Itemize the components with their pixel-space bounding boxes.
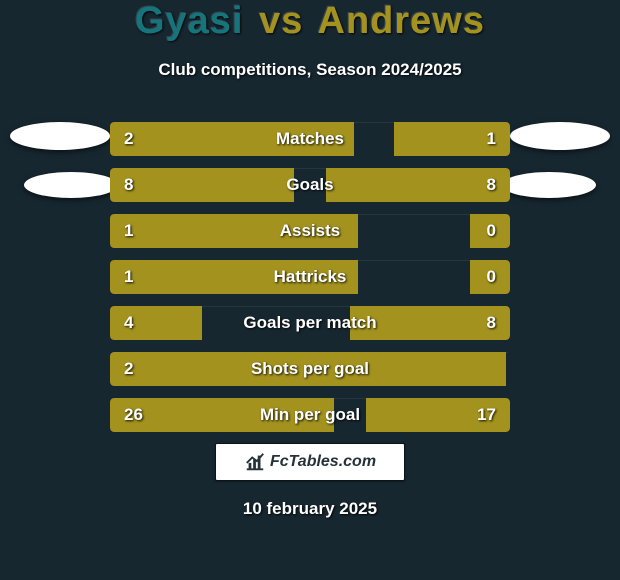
player1-avatar-bottom bbox=[24, 172, 118, 198]
bar-left-fill bbox=[110, 168, 294, 202]
bar-left-fill bbox=[110, 122, 354, 156]
stat-row: Hattricks10 bbox=[110, 260, 510, 294]
player1-avatar-top bbox=[10, 122, 110, 150]
stat-row: Goals per match48 bbox=[110, 306, 510, 340]
stat-row: Matches21 bbox=[110, 122, 510, 156]
bar-left-fill bbox=[110, 352, 506, 386]
vs-label: vs bbox=[259, 0, 303, 42]
comparison-card: Gyasi vs Andrews Club competitions, Seas… bbox=[0, 0, 620, 580]
chart-icon bbox=[244, 451, 266, 473]
bar-right-fill bbox=[350, 306, 510, 340]
stat-row: Assists10 bbox=[110, 214, 510, 248]
watermark-box: FcTables.com bbox=[215, 443, 405, 481]
stat-row: Min per goal2617 bbox=[110, 398, 510, 432]
player2-avatar-top bbox=[510, 122, 610, 150]
bar-right-fill bbox=[470, 260, 510, 294]
bar-left-fill bbox=[110, 214, 358, 248]
player2-name: Andrews bbox=[318, 0, 485, 42]
bar-left-fill bbox=[110, 260, 358, 294]
bar-right-fill bbox=[394, 122, 510, 156]
stat-row: Shots per goal2 bbox=[110, 352, 510, 386]
stats-bars: Matches21 Goals88 Assists10 Hattricks10 Goal… bbox=[110, 122, 510, 444]
player2-avatar-bottom bbox=[502, 172, 596, 198]
subtitle: Club competitions, Season 2024/2025 bbox=[0, 60, 620, 80]
bar-right-fill bbox=[470, 214, 510, 248]
bar-left-fill bbox=[110, 398, 334, 432]
player1-name: Gyasi bbox=[135, 0, 244, 42]
main-title: Gyasi vs Andrews bbox=[135, 0, 485, 43]
stat-row: Goals88 bbox=[110, 168, 510, 202]
bar-left-fill bbox=[110, 306, 202, 340]
title-row: Gyasi vs Andrews bbox=[0, 0, 620, 43]
date-text: 10 february 2025 bbox=[0, 499, 620, 519]
bar-right-fill bbox=[366, 398, 510, 432]
watermark-text: FcTables.com bbox=[270, 453, 376, 471]
bar-right-fill bbox=[326, 168, 510, 202]
